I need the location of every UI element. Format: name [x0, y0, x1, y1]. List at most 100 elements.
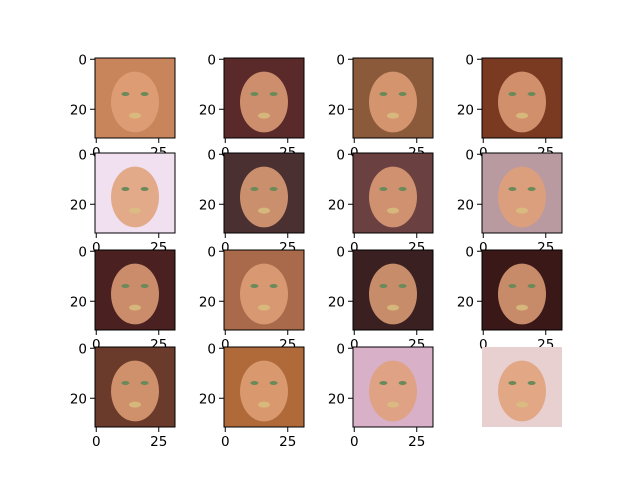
eye	[140, 187, 149, 191]
face	[111, 263, 159, 325]
eye	[269, 284, 278, 288]
y-tick-label: 20	[457, 294, 474, 310]
eye	[121, 187, 130, 191]
face	[498, 263, 546, 325]
axes-frame	[223, 346, 305, 428]
y-tick-label: 0	[78, 52, 87, 68]
y-tick-label: 20	[199, 294, 216, 310]
y-tick-label: 0	[465, 147, 474, 163]
x-tick-label: 0	[479, 337, 488, 353]
y-tick-label: 20	[70, 391, 87, 407]
x-tick-label: 0	[92, 337, 101, 353]
face	[240, 166, 288, 228]
y-tick-label: 0	[207, 52, 216, 68]
eye	[527, 187, 536, 191]
axes-frame	[481, 57, 563, 139]
mouth	[129, 207, 141, 214]
y-tick-label: 0	[207, 341, 216, 357]
x-tick-label: 0	[350, 337, 359, 353]
axes-frame	[223, 249, 305, 331]
x-tick-label: 0	[350, 240, 359, 256]
eye	[269, 92, 278, 96]
eye	[140, 92, 149, 96]
eye	[379, 92, 388, 96]
eye	[508, 92, 517, 96]
y-tick-label: 20	[328, 102, 345, 118]
y-tick-label: 0	[336, 341, 345, 357]
y-tick-label: 0	[336, 244, 345, 260]
mouth	[387, 112, 399, 119]
face	[240, 263, 288, 325]
y-tick-label: 0	[78, 244, 87, 260]
eye	[140, 381, 149, 385]
axes-frame	[352, 57, 434, 139]
y-tick-label: 0	[465, 244, 474, 260]
eye	[508, 187, 517, 191]
y-tick-label: 0	[78, 341, 87, 357]
y-tick-label: 0	[336, 147, 345, 163]
y-tick-label: 20	[328, 391, 345, 407]
eye	[398, 284, 407, 288]
x-tick-label: 25	[408, 434, 425, 450]
axes-frame	[94, 346, 176, 428]
y-tick-label: 20	[328, 294, 345, 310]
eye	[527, 92, 536, 96]
face	[111, 360, 159, 422]
mouth	[258, 401, 270, 408]
y-tick-label: 20	[199, 197, 216, 213]
eye	[269, 381, 278, 385]
eye	[121, 381, 130, 385]
x-tick-label: 0	[350, 434, 359, 450]
eye	[398, 92, 407, 96]
axes-frame	[94, 57, 176, 139]
x-tick-label: 0	[221, 434, 230, 450]
eye	[508, 381, 517, 385]
eye	[121, 92, 130, 96]
eye	[379, 284, 388, 288]
eye	[379, 381, 388, 385]
y-tick-label: 20	[199, 391, 216, 407]
eye	[527, 381, 536, 385]
x-tick-label: 0	[221, 240, 230, 256]
axes-frame	[481, 152, 563, 234]
axes-frame	[481, 249, 563, 331]
x-tick-label: 0	[92, 240, 101, 256]
mouth	[129, 304, 141, 311]
mouth	[258, 304, 270, 311]
face	[498, 166, 546, 228]
y-tick-label: 20	[70, 102, 87, 118]
face	[369, 263, 417, 325]
x-tick-label: 25	[150, 434, 167, 450]
mouth	[129, 112, 141, 119]
x-tick-label: 0	[221, 337, 230, 353]
y-tick-label: 0	[336, 52, 345, 68]
face	[240, 360, 288, 422]
subplot	[482, 347, 562, 427]
face	[369, 71, 417, 133]
mouth	[516, 207, 528, 214]
y-tick-label: 0	[78, 147, 87, 163]
axes-frame	[223, 152, 305, 234]
y-tick-label: 0	[465, 52, 474, 68]
eye	[379, 187, 388, 191]
subplot: 0 20 0 25	[328, 341, 434, 450]
axes-frame	[94, 152, 176, 234]
mouth	[258, 112, 270, 119]
eye	[121, 284, 130, 288]
eye	[527, 284, 536, 288]
axes-frame	[223, 57, 305, 139]
mouth	[516, 401, 528, 408]
axes-frame	[352, 346, 434, 428]
